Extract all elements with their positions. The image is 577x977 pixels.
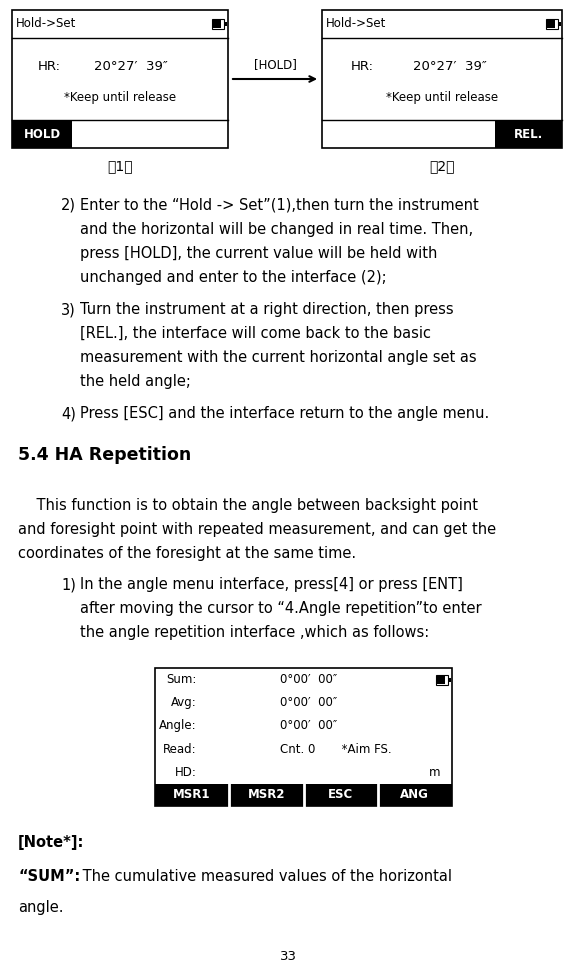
Bar: [12, 10, 228, 148]
Text: This function is to obtain the angle between backsight point: This function is to obtain the angle bet…: [18, 498, 478, 513]
Text: Angle:: Angle:: [159, 719, 197, 733]
Text: Hold->Set: Hold->Set: [16, 18, 76, 30]
Text: [REL.], the interface will come back to the basic: [REL.], the interface will come back to …: [80, 326, 431, 341]
Bar: [558, 21, 561, 25]
Text: ANG: ANG: [400, 788, 429, 801]
Text: 4): 4): [61, 406, 76, 421]
Text: ESC: ESC: [328, 788, 353, 801]
Bar: [436, 675, 448, 685]
Bar: [437, 676, 445, 684]
Text: MSR1: MSR1: [173, 788, 211, 801]
Bar: [224, 21, 227, 25]
Text: In the angle menu interface, press[4] or press [ENT]: In the angle menu interface, press[4] or…: [80, 577, 463, 592]
Text: Sum:: Sum:: [166, 673, 197, 687]
Text: HD:: HD:: [175, 766, 197, 779]
Text: Cnt. 0       *Aim FS.: Cnt. 0 *Aim FS.: [280, 743, 391, 755]
Text: Turn the instrument at a right direction, then press: Turn the instrument at a right direction…: [80, 302, 454, 318]
Bar: [448, 678, 451, 682]
Bar: [12, 120, 73, 148]
Text: （2）: （2）: [429, 159, 455, 173]
Bar: [212, 19, 224, 28]
Text: Read:: Read:: [163, 743, 197, 755]
Text: *Keep until release: *Keep until release: [64, 91, 176, 104]
Bar: [155, 784, 452, 806]
Text: coordinates of the foresight at the same time.: coordinates of the foresight at the same…: [18, 546, 356, 561]
Text: 20°27′  39″: 20°27′ 39″: [413, 60, 487, 73]
Bar: [547, 20, 555, 27]
Text: Hold->Set: Hold->Set: [326, 18, 387, 30]
Text: Press [ESC] and the interface return to the angle menu.: Press [ESC] and the interface return to …: [80, 406, 489, 421]
Text: press [HOLD], the current value will be held with: press [HOLD], the current value will be …: [80, 246, 437, 261]
Text: REL.: REL.: [514, 128, 543, 141]
Text: 2): 2): [61, 198, 76, 213]
Text: Enter to the “Hold -> Set”(1),then turn the instrument: Enter to the “Hold -> Set”(1),then turn …: [80, 198, 479, 213]
Text: unchanged and enter to the interface (2);: unchanged and enter to the interface (2)…: [80, 270, 387, 285]
Text: *Keep until release: *Keep until release: [386, 91, 498, 104]
Text: 20°27′  39″: 20°27′ 39″: [94, 60, 168, 73]
Text: measurement with the current horizontal angle set as: measurement with the current horizontal …: [80, 350, 477, 365]
Text: The cumulative measured values of the horizontal: The cumulative measured values of the ho…: [78, 869, 452, 883]
Text: [HOLD]: [HOLD]: [253, 58, 297, 71]
Text: 33: 33: [280, 950, 297, 963]
Bar: [546, 19, 558, 28]
Text: the angle repetition interface ,which as follows:: the angle repetition interface ,which as…: [80, 625, 429, 640]
Text: [Note*]:: [Note*]:: [18, 835, 84, 850]
Text: and foresight point with repeated measurement, and can get the: and foresight point with repeated measur…: [18, 523, 496, 537]
Text: HR:: HR:: [351, 60, 374, 73]
Bar: [213, 20, 221, 27]
Text: （1）: （1）: [107, 159, 133, 173]
Text: 3): 3): [61, 302, 76, 318]
Text: 0°00′  00″: 0°00′ 00″: [280, 719, 337, 733]
Text: 5.4 HA Repetition: 5.4 HA Repetition: [18, 446, 191, 464]
Text: HOLD: HOLD: [24, 128, 61, 141]
Bar: [495, 120, 562, 148]
Text: m: m: [429, 766, 440, 779]
Text: 0°00′  00″: 0°00′ 00″: [280, 673, 337, 687]
Bar: [322, 10, 562, 148]
Bar: [155, 668, 452, 806]
Text: angle.: angle.: [18, 900, 63, 914]
Text: 1): 1): [61, 577, 76, 592]
Text: Avg:: Avg:: [171, 697, 197, 709]
Text: and the horizontal will be changed in real time. Then,: and the horizontal will be changed in re…: [80, 222, 473, 237]
Text: the held angle;: the held angle;: [80, 374, 191, 389]
Text: “SUM”:: “SUM”:: [18, 869, 80, 883]
Text: HR:: HR:: [38, 60, 61, 73]
Text: after moving the cursor to “4.Angle repetition”to enter: after moving the cursor to “4.Angle repe…: [80, 601, 482, 616]
Text: 0°00′  00″: 0°00′ 00″: [280, 697, 337, 709]
Text: MSR2: MSR2: [248, 788, 285, 801]
